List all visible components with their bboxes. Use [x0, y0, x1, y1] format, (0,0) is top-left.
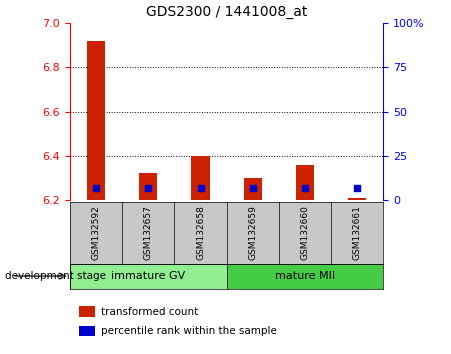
Text: GSM132592: GSM132592 — [92, 205, 101, 259]
Text: percentile rank within the sample: percentile rank within the sample — [101, 326, 276, 336]
Text: GSM132660: GSM132660 — [300, 205, 309, 260]
Text: mature MII: mature MII — [275, 271, 335, 281]
Point — [197, 185, 204, 191]
Bar — [87, 41, 105, 200]
Text: immature GV: immature GV — [111, 271, 185, 281]
Text: GSM132661: GSM132661 — [353, 205, 362, 260]
Bar — [191, 156, 210, 200]
Bar — [226, 264, 383, 289]
Bar — [296, 165, 314, 200]
Point — [354, 185, 361, 191]
Bar — [70, 264, 226, 289]
Text: GSM132659: GSM132659 — [248, 205, 257, 260]
Text: GSM132657: GSM132657 — [144, 205, 153, 260]
Text: transformed count: transformed count — [101, 307, 198, 316]
Bar — [348, 198, 366, 200]
Point — [249, 185, 256, 191]
Title: GDS2300 / 1441008_at: GDS2300 / 1441008_at — [146, 5, 307, 19]
Bar — [139, 173, 157, 200]
Text: development stage: development stage — [5, 271, 106, 281]
Point — [92, 185, 100, 191]
Text: GSM132658: GSM132658 — [196, 205, 205, 260]
Point — [145, 185, 152, 191]
Point — [301, 185, 308, 191]
Bar — [244, 178, 262, 200]
